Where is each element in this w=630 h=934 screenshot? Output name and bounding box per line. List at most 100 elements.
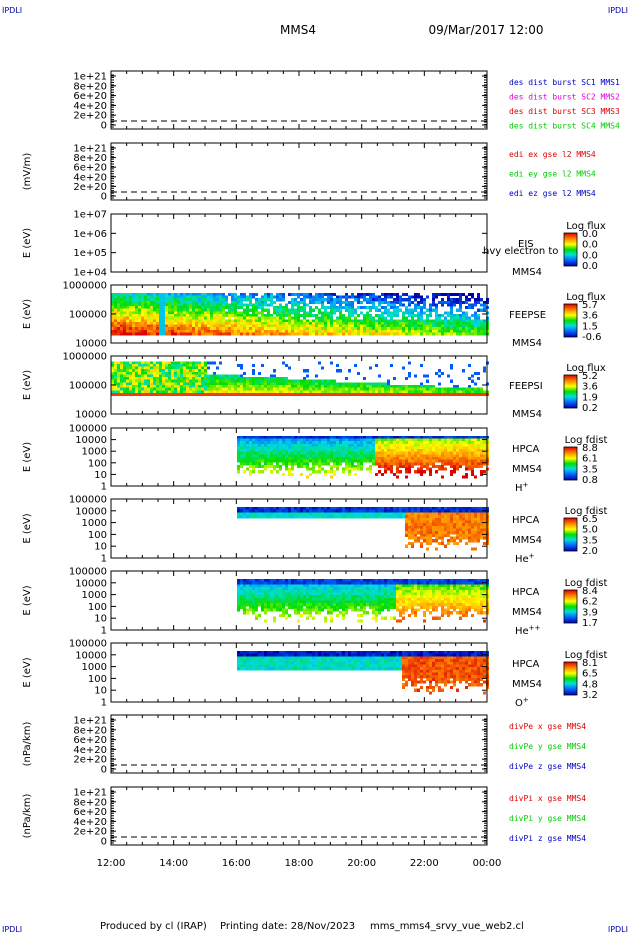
plot-frame-divpi — [110, 786, 488, 846]
species-label-hpca-h: H+ — [515, 481, 529, 494]
legend-entry: des dist burst SC2 MMS2 — [509, 93, 620, 102]
ytick-label: 100 — [88, 458, 107, 469]
colorbar-value: 8.8 — [582, 443, 598, 454]
ylabel-edi-e: (mV/m) — [22, 153, 33, 191]
legend-entry: divPe z gse MMS4 — [509, 762, 586, 771]
charge-label: + — [523, 481, 529, 489]
plot-area-feepsi — [111, 361, 489, 396]
ytick-label: 0 — [101, 837, 107, 848]
footer-printing-date: Printing date: 28/Nov/2023 — [220, 921, 355, 932]
ytick-label: 1000 — [82, 447, 107, 458]
spacecraft-label-hpca-o: MMS4 — [512, 679, 542, 690]
ytick-label: 10 — [94, 614, 107, 625]
ytick-label: 6e+20 — [73, 735, 107, 746]
colorbar-eis — [563, 232, 578, 267]
plot-area-hpca-o — [237, 651, 489, 695]
ytick-label: 8e+20 — [73, 153, 107, 164]
ytick-label: 10 — [94, 542, 107, 553]
colorbar-title-hpca-he: Log fdist — [565, 506, 608, 517]
ytick-label: 2e+20 — [73, 111, 107, 122]
colorbar-value: 0.0 — [582, 261, 598, 272]
spacecraft-label-hpca-h: MMS4 — [512, 464, 542, 475]
instrument-label-feepse: FEEPSE — [509, 310, 546, 321]
panel-feepsi: 1000000 100000 10000 E (eV) FEEPSI MMS4 Log fl… — [22, 352, 606, 421]
ytick-label: 10000 — [75, 435, 107, 446]
plot-area-hpca-h — [237, 435, 489, 479]
ytick-label: 4e+20 — [73, 745, 107, 756]
xtick-label: 12:00 — [97, 858, 126, 869]
footer-filename: mms_mms4_srvy_vue_web2.cl — [370, 921, 524, 932]
corner-label-tr: IPDLI — [608, 6, 628, 15]
ytick-label: 10000 — [75, 578, 107, 589]
ytick-label: 100 — [88, 602, 107, 613]
legend-entry: divPi x gse MMS4 — [509, 794, 586, 803]
page-title: MMS4 — [280, 23, 316, 37]
legend-entry: edi ez gse l2 MMS4 — [509, 189, 596, 198]
colorbar-title-hpca-h: Log fdist — [565, 435, 608, 446]
instrument-label-hpca-hepp: HPCA — [512, 587, 540, 598]
colorbar-title-feepsi: Log flux — [566, 363, 606, 374]
corner-label-br: IPDLI — [608, 925, 628, 934]
ytick-label: 1000 — [82, 662, 107, 673]
instrument-label-hpca-o: HPCA — [512, 659, 540, 670]
plot-frame-divpe — [110, 714, 488, 774]
charge-label: + — [523, 696, 529, 704]
ytick-label: 4e+20 — [73, 817, 107, 828]
legend-entry: edi ex gse l2 MMS4 — [509, 150, 596, 159]
corner-label-bl: IPDLI — [2, 925, 22, 934]
plot-frame-eis — [110, 213, 488, 273]
colorbar-hpca-h — [563, 446, 578, 481]
ytick-label: 0 — [101, 121, 107, 132]
ytick-label: 1e+21 — [73, 716, 107, 727]
legend-entry: divPe y gse MMS4 — [509, 742, 586, 751]
ylabel-hpca-he: E (eV) — [22, 513, 33, 543]
legend-entry: des dist burst SC1 MMS1 — [509, 78, 620, 87]
colorbar-value: 5.7 — [582, 300, 598, 311]
colorbar-value: 5.2 — [582, 371, 598, 382]
colorbar-value: 4.8 — [582, 679, 598, 690]
charge-label: ++ — [529, 624, 541, 632]
xtick-label: 22:00 — [410, 858, 439, 869]
ytick-label: 6e+20 — [73, 807, 107, 818]
ytick-label: 1000000 — [62, 281, 107, 292]
colorbar-hpca-hepp — [563, 589, 578, 624]
ylabel-divpi: (nPa/km) — [22, 794, 33, 839]
ytick-label: 8e+20 — [73, 725, 107, 736]
colorbar-feepse — [563, 303, 578, 338]
colorbar-value: 3.5 — [582, 535, 598, 546]
ytick-label: 100000 — [69, 424, 107, 435]
ytick-label: 1000 — [82, 518, 107, 529]
ytick-label: 10 — [94, 470, 107, 481]
species-label-hpca-hepp: He++ — [515, 624, 541, 637]
colorbar-value: 3.9 — [582, 607, 598, 618]
legend-entry: divPe x gse MMS4 — [509, 722, 586, 731]
colorbar-value: 6.1 — [582, 454, 598, 465]
xtick-label: 18:00 — [285, 858, 314, 869]
ytick-label: 2e+20 — [73, 182, 107, 193]
xtick-label: 20:00 — [347, 858, 376, 869]
colorbar-value: 5.0 — [582, 525, 598, 536]
legend-entry: divPi z gse MMS4 — [509, 834, 586, 843]
colorbar-value: 8.1 — [582, 658, 598, 669]
ytick-label: 2e+20 — [73, 827, 107, 838]
ytick-label: 1e+21 — [73, 788, 107, 799]
colorbar-title-feepse: Log flux — [566, 292, 606, 303]
ylabel-feepsi: E (eV) — [22, 370, 33, 400]
colorbar-value: 6.2 — [582, 597, 598, 608]
spacecraft-label-hpca-he: MMS4 — [512, 535, 542, 546]
colorbar-hpca-he — [563, 517, 578, 552]
colorbar-value: 6.5 — [582, 669, 598, 680]
xtick-label: 16:00 — [222, 858, 251, 869]
ytick-label: 1e+04 — [73, 268, 107, 279]
ytick-label: 10 — [94, 686, 107, 697]
ylabel-eis: E (eV) — [22, 228, 33, 258]
ytick-label: 4e+20 — [73, 172, 107, 183]
ytick-label: 4e+20 — [73, 101, 107, 112]
ylabel-divpe: (nPa/km) — [22, 722, 33, 767]
ytick-label: 2e+20 — [73, 755, 107, 766]
